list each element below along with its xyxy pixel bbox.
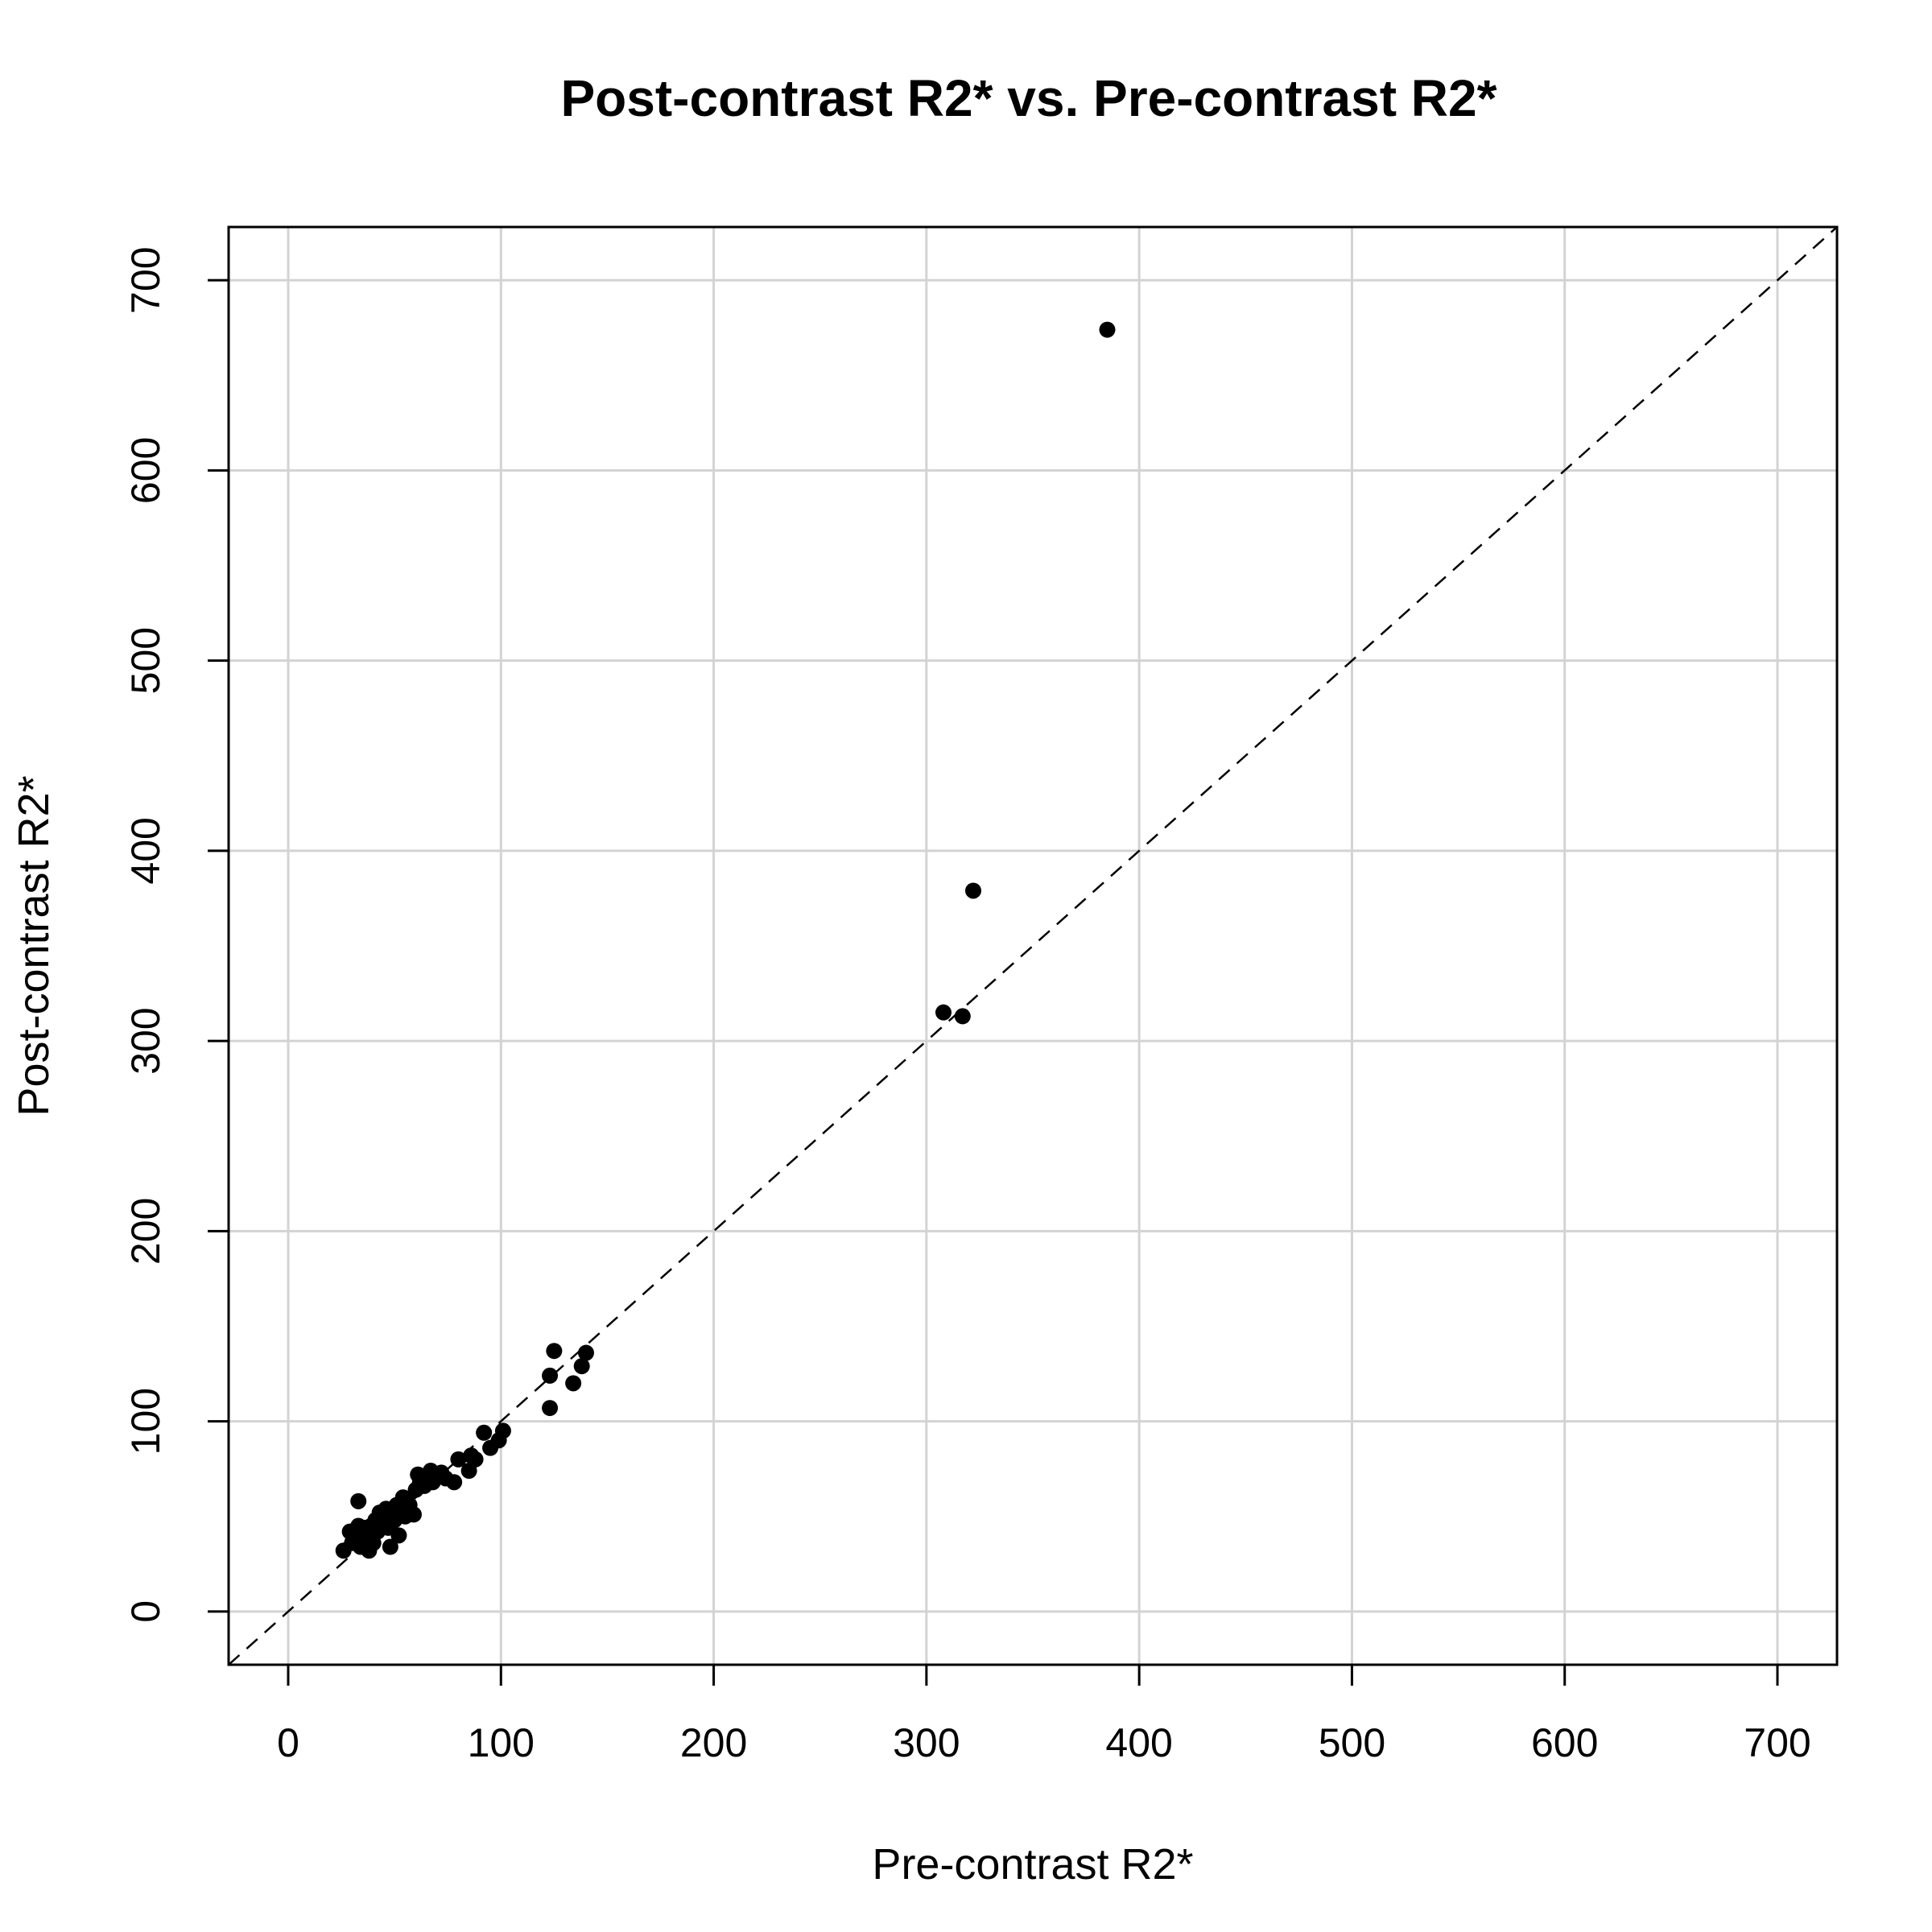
- x-axis-label: Pre-contrast R2*: [872, 1840, 1193, 1889]
- grid-lines: [229, 227, 1837, 1665]
- data-point: [350, 1492, 367, 1509]
- y-tick-label: 100: [123, 1388, 168, 1455]
- x-tick-label: 500: [1319, 1720, 1385, 1765]
- y-tick-label: 600: [123, 437, 168, 504]
- x-tick-label: 400: [1105, 1720, 1172, 1765]
- x-tick-label: 700: [1744, 1720, 1810, 1765]
- data-point: [565, 1375, 582, 1392]
- data-point: [542, 1367, 559, 1384]
- y-tick-label: 300: [123, 1007, 168, 1074]
- data-point: [405, 1506, 422, 1523]
- y-axis-label: Post-contrast R2*: [10, 775, 58, 1116]
- plot-frame: [227, 225, 1839, 1666]
- data-point: [390, 1527, 407, 1544]
- data-point: [965, 882, 981, 899]
- reference-line-layer: [229, 227, 1837, 1665]
- data-point: [935, 1004, 952, 1021]
- y-tick-label: 200: [123, 1198, 168, 1265]
- y-tick-label: 500: [123, 627, 168, 694]
- data-point: [467, 1451, 484, 1468]
- data-point: [546, 1343, 563, 1360]
- chart-title: Post-contrast R2* vs. Pre-contrast R2*: [560, 69, 1496, 127]
- x-tick-label: 100: [468, 1720, 535, 1765]
- data-point: [450, 1451, 467, 1468]
- x-tick-label: 0: [277, 1720, 299, 1765]
- data-point: [382, 1538, 398, 1555]
- x-axis: 0 100 200 300 400 500 600 700: [277, 1665, 1811, 1765]
- data-point: [954, 1008, 971, 1025]
- data-point: [446, 1474, 463, 1491]
- x-tick-label: 300: [893, 1720, 960, 1765]
- data-point: [476, 1424, 493, 1441]
- data-point: [1099, 321, 1116, 338]
- x-tick-label: 600: [1531, 1720, 1598, 1765]
- y-tick-label: 700: [123, 246, 168, 313]
- data-point: [573, 1358, 590, 1375]
- x-tick-label: 200: [680, 1720, 747, 1765]
- y-tick-label: 0: [123, 1600, 168, 1623]
- y-axis: 0 100 200 300 400 500 600 700: [123, 246, 229, 1623]
- data-point: [542, 1400, 559, 1417]
- reference-line: [229, 227, 1837, 1665]
- data-point: [494, 1422, 511, 1439]
- y-tick-label: 400: [123, 817, 168, 884]
- data-points: [335, 321, 1116, 1559]
- data-point: [578, 1344, 594, 1361]
